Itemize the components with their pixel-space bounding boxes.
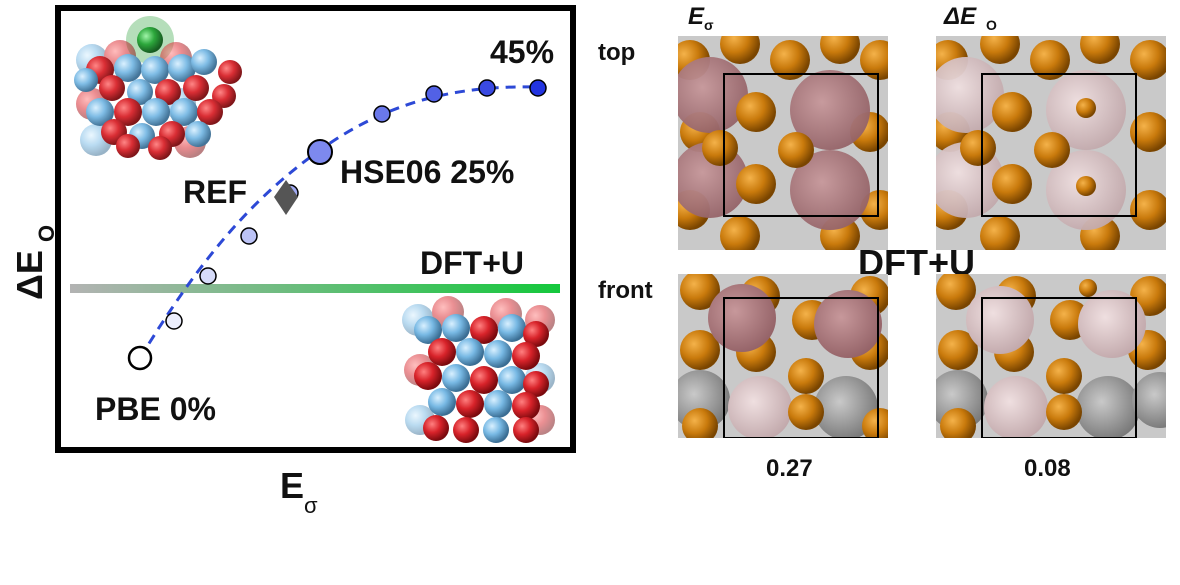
y-axis-label: ΔE O [9, 225, 59, 300]
crystal-structure-top [74, 16, 242, 160]
row-label-top: top [598, 39, 635, 66]
structure-panel-esigma-top [678, 36, 888, 250]
col-header-e-sigma: E σ [688, 3, 714, 33]
point [373, 105, 391, 123]
label-ref: REF [183, 174, 247, 210]
point [199, 267, 217, 285]
svg-text:σ: σ [304, 493, 318, 518]
structure-panel-deltae-front [936, 274, 1166, 438]
point [165, 312, 183, 330]
svg-text:σ: σ [704, 17, 714, 33]
svg-text:ΔE: ΔE [943, 3, 977, 30]
svg-text:O: O [34, 225, 59, 242]
col-header-delta-e: ΔE O [943, 3, 997, 33]
structure-panel-esigma-front [678, 274, 888, 438]
x-axis-label: E σ [280, 465, 318, 518]
value-delta-e: 0.08 [1024, 455, 1071, 482]
point-max [529, 79, 547, 97]
dftu-line [70, 284, 560, 293]
point-hse [307, 139, 333, 165]
point [425, 85, 443, 103]
svg-text:O: O [986, 17, 997, 33]
ref-marker [274, 180, 298, 215]
label-pbe: PBE 0% [95, 391, 216, 427]
svg-text:E: E [688, 3, 705, 30]
label-dftu: DFT+U [420, 245, 524, 281]
crystal-structure-bottom [402, 296, 555, 443]
row-label-front: front [598, 277, 653, 304]
value-e-sigma: 0.27 [766, 455, 813, 482]
point [478, 79, 496, 97]
svg-text:ΔE: ΔE [9, 250, 50, 300]
label-hse: HSE06 25% [340, 154, 514, 190]
structure-panel-deltae-top [936, 36, 1166, 250]
label-max: 45% [490, 34, 554, 70]
point-pbe [127, 345, 153, 371]
svg-text:E: E [280, 465, 304, 506]
data-points [127, 79, 547, 371]
point [240, 227, 258, 245]
